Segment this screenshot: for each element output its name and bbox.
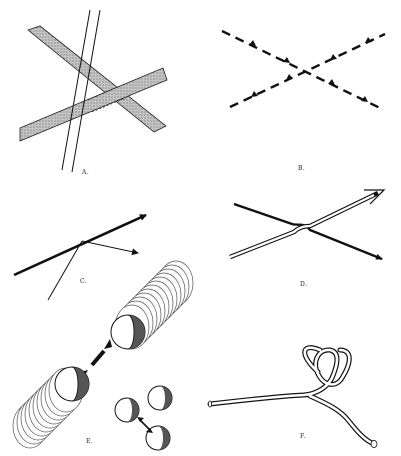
open-arrowhead — [364, 189, 386, 205]
rope-loop-core — [208, 346, 376, 446]
upper-hemisphere — [110, 314, 146, 350]
panel-c: C. — [13, 213, 147, 301]
arrowhead-markers — [249, 37, 372, 102]
thick-arrow-path — [233, 202, 383, 261]
small-double-arrow — [137, 417, 153, 433]
rope-end-right — [370, 439, 378, 448]
panel-b: B. — [221, 29, 386, 172]
panel-e: E. — [12, 260, 194, 451]
hollow-arrow-inner — [229, 193, 375, 259]
rope-end-left — [207, 400, 212, 408]
thin-line-right — [71, 9, 101, 173]
panel-label-c: C. — [80, 278, 87, 285]
dashed-arrow-line-ascending — [229, 32, 386, 109]
panel-label-b: B. — [298, 165, 305, 172]
panel-label-a: A. — [81, 169, 89, 176]
panel-label-e: E. — [86, 438, 93, 445]
lower-hemisphere — [54, 366, 90, 402]
hidden-edge-dashes — [87, 85, 127, 113]
small-sphere-left — [114, 397, 140, 423]
panel-d: D. — [229, 189, 386, 288]
thin-arrow-line — [81, 240, 139, 256]
lower-disc-stack — [12, 367, 84, 449]
panel-a: A. — [19, 9, 168, 176]
panel-label-f: F. — [300, 433, 306, 440]
panel-label-d: D. — [300, 281, 308, 288]
dashed-arrow-line-descending — [221, 29, 381, 110]
thin-line-left — [61, 9, 91, 171]
panel-f: F. — [207, 345, 378, 448]
thin-stem-line — [47, 240, 83, 301]
small-sphere-top — [147, 385, 173, 411]
